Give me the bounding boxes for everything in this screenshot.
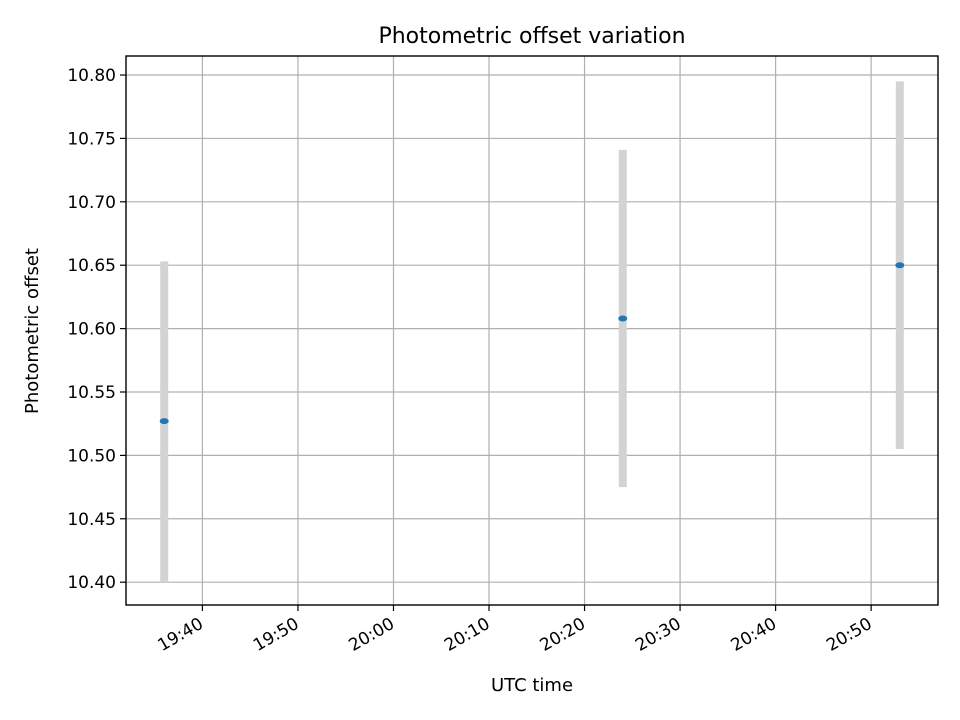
- data-point: [895, 262, 905, 269]
- y-tick-label: 10.60: [67, 320, 116, 340]
- y-tick-label: 10.40: [67, 573, 116, 593]
- y-tick-label: 10.55: [67, 383, 116, 403]
- y-tick-label: 10.75: [67, 129, 116, 149]
- y-tick-label: 10.45: [67, 510, 116, 530]
- data-point: [159, 418, 169, 425]
- y-tick-label: 10.50: [67, 446, 116, 466]
- data-point: [618, 315, 628, 322]
- chart-title: Photometric offset variation: [378, 24, 685, 49]
- y-axis-title: Photometric offset: [22, 248, 43, 414]
- x-axis-title: UTC time: [491, 675, 573, 696]
- y-tick-label: 10.70: [67, 193, 116, 213]
- y-tick-label: 10.65: [67, 256, 116, 276]
- y-tick-label: 10.80: [67, 66, 116, 86]
- grid: [126, 56, 938, 605]
- data-points: [159, 262, 905, 425]
- axes-frame: [125, 55, 939, 606]
- y-axis-ticks: 10.40 10.45 10.50 10.55 10.60 10.65 10.70 10.75…: [67, 66, 126, 593]
